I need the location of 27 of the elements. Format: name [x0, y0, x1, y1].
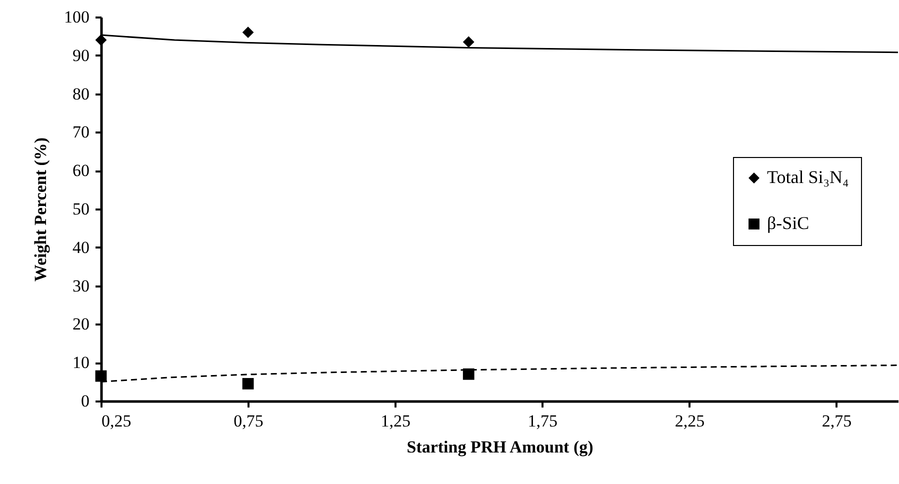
x-axis-title: Starting PRH Amount (g): [406, 438, 594, 456]
y-tick-label: 50: [72, 200, 90, 218]
x-tick-label: 1,75: [528, 412, 558, 430]
x-tick-label: 1,25: [380, 412, 410, 430]
point: [95, 34, 107, 46]
point: [462, 36, 474, 48]
x-tick-label: 2,75: [822, 412, 852, 430]
y-tick-label: 0: [81, 392, 90, 410]
y-tick-label: 80: [72, 84, 90, 104]
x-tick-label: 0,25: [102, 412, 132, 430]
legend-label: β-SiC: [767, 213, 810, 233]
point: [95, 370, 107, 382]
y-tick-label: 40: [72, 238, 90, 257]
y-tick-label: 30: [72, 276, 90, 296]
y-tick-label: 20: [72, 314, 90, 334]
y-tick-label: 100: [64, 8, 90, 26]
y-axis-title: Weight Percent (%): [31, 137, 50, 282]
point: [242, 378, 254, 390]
point: [242, 26, 254, 38]
legend-label: Total Si₃N₄: [767, 167, 849, 187]
y-tick-label: 90: [72, 46, 90, 65]
y-tick-label: 10: [72, 353, 90, 372]
y-tick-label: 70: [72, 122, 90, 142]
x-tick-label: 2,25: [674, 412, 705, 430]
x-tick-label: 0,75: [234, 412, 264, 430]
point: [462, 368, 474, 380]
y-tick-label: 60: [72, 161, 90, 180]
